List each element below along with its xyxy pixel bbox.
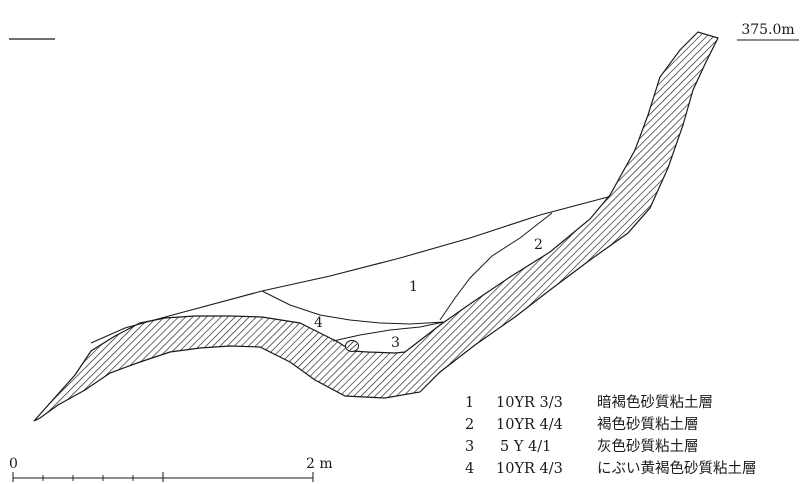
legend-color-code: 10YR 4/3 xyxy=(496,461,563,477)
ground-surface-line xyxy=(90,196,609,344)
legend-row: 2 10YR 4/4 褐色砂質粘土層 xyxy=(465,415,699,433)
layer-label-2: 2 xyxy=(534,237,543,253)
layer-boundary-4-top xyxy=(261,290,445,325)
legend-color-code: 5 Y 4/1 xyxy=(500,439,551,455)
legend-row: 1 10YR 3/3 暗褐色砂質粘土層 xyxy=(465,393,713,411)
layer-boundary-2 xyxy=(439,212,553,321)
legend-number: 3 xyxy=(465,439,474,455)
layer-label-1: 1 xyxy=(409,279,418,295)
scale-start-label: 0 xyxy=(9,456,18,472)
legend-row: 3 5 Y 4/1 灰色砂質粘土層 xyxy=(465,437,699,455)
elevation-label: 375.0m xyxy=(741,22,794,38)
legend-color-code: 10YR 3/3 xyxy=(496,395,563,411)
legend-number: 4 xyxy=(465,461,474,477)
legend: 1 10YR 3/3 暗褐色砂質粘土層 2 10YR 4/4 褐色砂質粘土層 3… xyxy=(465,393,757,477)
legend-row: 4 10YR 4/3 にぶい黄褐色砂質粘土層 xyxy=(465,459,757,477)
legend-description: にぶい黄褐色砂質粘土層 xyxy=(597,459,757,477)
legend-color-code: 10YR 4/4 xyxy=(496,417,563,433)
layer-boundary-3 xyxy=(332,321,445,342)
scale-bar: 0 2 m xyxy=(9,456,333,482)
legend-description: 灰色砂質粘土層 xyxy=(597,437,699,455)
bedrock-hatched-band xyxy=(33,31,719,422)
layer-label-4: 4 xyxy=(314,315,323,331)
layer-label-3: 3 xyxy=(391,335,400,351)
stone-hatch xyxy=(346,340,358,352)
legend-number: 1 xyxy=(465,395,474,411)
scale-end-label: 2 m xyxy=(306,456,333,472)
legend-number: 2 xyxy=(465,417,474,433)
legend-description: 暗褐色砂質粘土層 xyxy=(597,393,713,411)
stone-symbol xyxy=(345,340,359,352)
legend-description: 褐色砂質粘土層 xyxy=(597,415,699,433)
